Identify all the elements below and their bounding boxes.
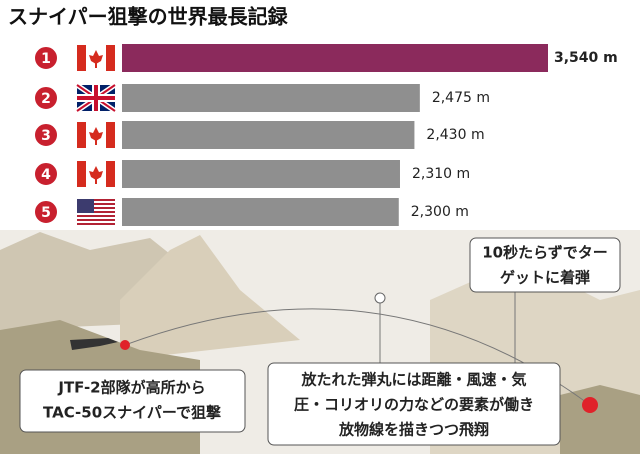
rank-label: 2 bbox=[41, 91, 51, 107]
note-box bbox=[267, 362, 561, 446]
mountain bbox=[120, 235, 300, 360]
value-label: 2,310 m bbox=[412, 166, 470, 182]
annotation: 圧・コリオリの力などの要素が働き bbox=[294, 396, 534, 414]
rank-badge bbox=[33, 85, 59, 111]
value-label: 2,430 m bbox=[426, 127, 484, 143]
annotation: JTF-2部隊が高所から bbox=[57, 379, 205, 397]
rank-badge bbox=[33, 161, 59, 187]
flag bbox=[77, 122, 115, 148]
rank-label: 3 bbox=[41, 128, 51, 144]
muzzle-flash bbox=[120, 340, 130, 350]
annotation: 放たれた弾丸には距離・風速・気 bbox=[300, 371, 526, 389]
annotation: 放物線を描きつつ飛翔 bbox=[338, 421, 489, 439]
bar bbox=[122, 198, 399, 226]
bar bbox=[122, 44, 548, 72]
sniper bbox=[70, 338, 118, 350]
note-box bbox=[469, 237, 621, 293]
value-label: 2,300 m bbox=[411, 204, 469, 220]
ground bbox=[560, 385, 640, 454]
bar bbox=[122, 121, 415, 149]
value-label: 3,540 m bbox=[554, 50, 618, 66]
note-box bbox=[19, 369, 246, 433]
flag bbox=[77, 199, 115, 225]
value-label: 2,475 m bbox=[432, 90, 490, 106]
flag bbox=[77, 161, 115, 187]
annotation: 10秒たらずでター bbox=[482, 244, 608, 262]
impact bbox=[582, 397, 598, 413]
rank-label: 1 bbox=[41, 51, 51, 67]
flag bbox=[77, 85, 115, 111]
rank-label: 4 bbox=[41, 167, 51, 183]
annotation: TAC-50スナイパーで狙撃 bbox=[43, 404, 221, 422]
bar bbox=[122, 160, 400, 188]
annotation: ゲットに着弾 bbox=[500, 269, 590, 287]
rank-badge bbox=[33, 122, 59, 148]
flag bbox=[77, 45, 115, 71]
rank-badge bbox=[33, 45, 59, 71]
apex bbox=[374, 292, 386, 304]
rank-label: 5 bbox=[41, 205, 51, 221]
rank-badge bbox=[33, 199, 59, 225]
chart-title: スナイパー狙撃の世界最長記録 bbox=[8, 5, 289, 29]
bar bbox=[122, 84, 420, 112]
